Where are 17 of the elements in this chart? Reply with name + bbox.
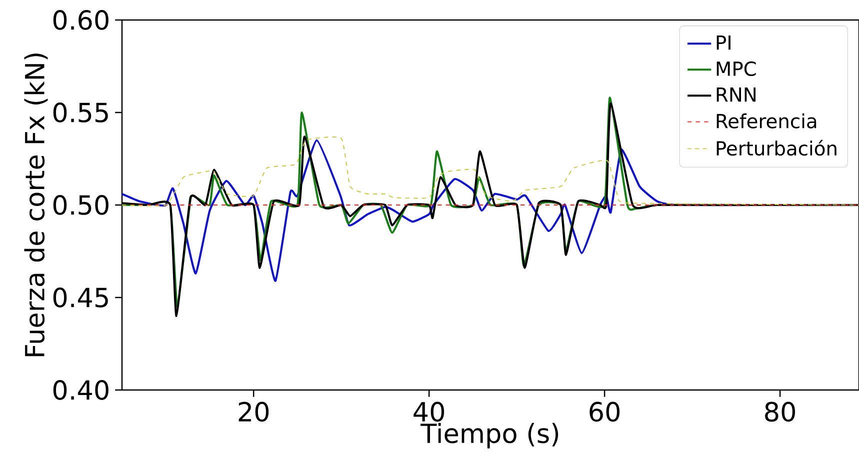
x-tick-label: 80 xyxy=(765,402,796,422)
legend-label: Perturbación xyxy=(716,140,836,156)
line-series xyxy=(122,136,859,206)
x-tick-label: 20 xyxy=(238,402,269,422)
legend-label: Referencia xyxy=(716,113,816,128)
legend-label: RNN xyxy=(716,88,756,102)
legend-label: MPC xyxy=(716,61,756,76)
y-axis-title: Fuerza de corte Fx (kN) xyxy=(24,54,48,356)
y-tick-label: 0.55 xyxy=(53,102,108,122)
x-tick-label: 40 xyxy=(414,402,444,422)
legend-label: PI xyxy=(716,36,730,50)
y-tick-label: 0.60 xyxy=(53,10,108,30)
y-tick-label: 0.45 xyxy=(53,288,108,308)
x-axis-title: Tiempo (s) xyxy=(420,422,558,448)
y-tick-label: 0.40 xyxy=(53,380,108,400)
x-tick-label: 60 xyxy=(590,402,620,422)
y-tick-label: 0.50 xyxy=(53,195,108,215)
